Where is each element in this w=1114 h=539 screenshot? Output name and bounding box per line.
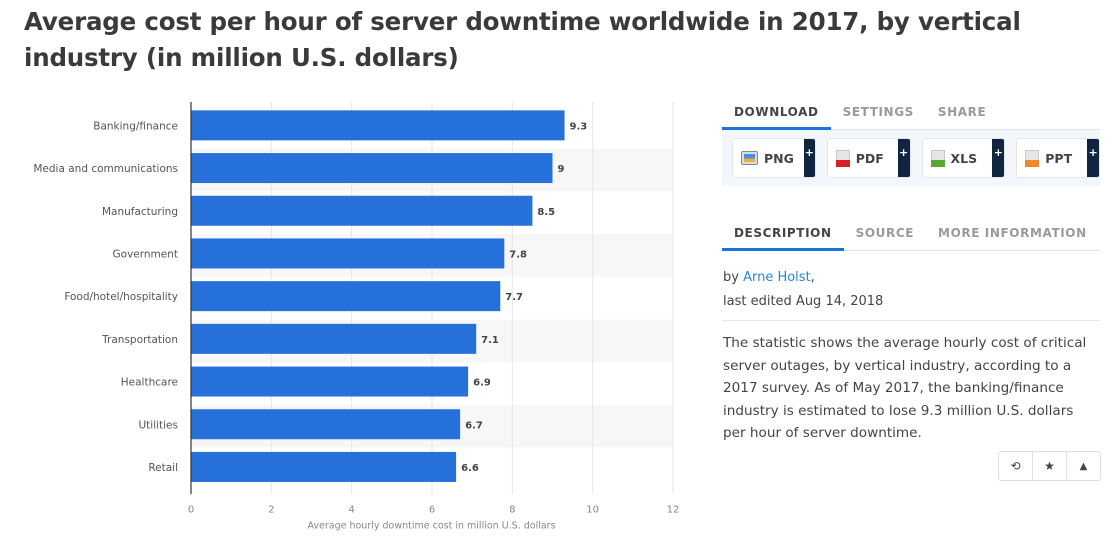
author-prefix: by [723,270,744,285]
bar-value-label: 9.3 [570,121,588,132]
bar [191,110,565,141]
bar [191,281,501,312]
x-tick-label: 0 [188,504,194,515]
tab-download[interactable]: DOWNLOAD [722,96,831,130]
description-text: The statistic shows the average hourly c… [723,335,1087,441]
category-label: Banking/finance [93,120,178,132]
history-icon: ⟲ [1010,459,1021,473]
history-button[interactable]: ⟲ [999,452,1032,480]
category-label: Media and communications [33,163,178,175]
download-png-button[interactable]: PNG + [732,138,816,178]
tab-description[interactable]: DESCRIPTION [722,217,844,251]
bar-value-label: 7.7 [505,292,523,303]
bar-value-label: 6.7 [465,420,483,431]
x-tick-label: 10 [586,504,599,515]
author-info: by Arne Holst, last edited Aug 14, 2018 [723,266,883,314]
pdf-plus-button[interactable]: + [897,139,910,177]
bar [191,153,553,184]
bar-value-label: 9 [558,164,565,175]
category-label: Utilities [138,419,178,431]
download-xls-label: XLS [950,150,978,166]
category-label: Food/hotel/hospitality [64,291,178,303]
category-label: Government [113,248,178,260]
png-file-icon [741,151,758,165]
divider [722,320,1100,321]
action-buttons: ⟲ ★ ▲ [998,451,1101,481]
tab-share[interactable]: SHARE [937,105,987,119]
bar-value-label: 7.8 [509,249,527,260]
download-xls-button[interactable]: XLS + [921,138,1006,178]
xls-file-icon [930,149,945,167]
category-label: Transportation [101,334,178,346]
bar-value-label: 6.6 [461,463,479,474]
bar-value-label: 7.1 [481,335,499,346]
chart-title: Average cost per hour of server downtime… [24,7,1021,72]
ppt-file-icon [1025,149,1040,167]
bar [191,409,461,440]
x-tick-label: 12 [667,504,680,515]
download-ppt-label: PPT [1045,150,1073,166]
download-tabs: DOWNLOAD SETTINGS SHARE [722,96,1100,130]
info-panel: DESCRIPTION SOURCE MORE INFORMATION [722,217,1100,251]
bar [191,366,469,397]
bar-value-label: 8.5 [537,207,555,218]
author-link[interactable]: Arne Holst [743,270,811,285]
download-pdf-label: PDF [855,150,884,166]
bar [191,323,477,354]
category-label: Retail [148,462,178,474]
last-edited: last edited Aug 14, 2018 [723,294,884,309]
x-tick-label: 4 [348,504,354,515]
x-tick-label: 6 [429,504,435,515]
xls-plus-button[interactable]: + [992,139,1005,177]
author-suffix: , [810,270,815,285]
tab-source[interactable]: SOURCE [855,226,915,240]
notification-button[interactable]: ▲ [1066,452,1100,480]
category-label: Manufacturing [102,206,178,218]
download-pdf-button[interactable]: PDF + [826,138,911,178]
tab-more-information[interactable]: MORE INFORMATION [938,226,1087,240]
bar-chart: Banking/finance Media and communications M… [33,102,680,531]
ppt-plus-button[interactable]: + [1087,139,1099,177]
info-tabs: DESCRIPTION SOURCE MORE INFORMATION [722,217,1100,251]
pdf-file-icon [835,149,850,167]
category-label: Healthcare [121,377,178,389]
star-icon: ★ [1044,459,1055,473]
tab-settings[interactable]: SETTINGS [842,105,914,119]
bell-icon: ▲ [1079,460,1088,472]
download-png-label: PNG [764,150,794,166]
favorite-button[interactable]: ★ [1032,452,1066,480]
bar [191,451,457,482]
png-plus-button[interactable]: + [803,139,815,177]
bar [191,195,533,226]
x-axis-title: Average hourly downtime cost in million … [307,520,555,531]
download-ppt-button[interactable]: PPT + [1016,138,1100,178]
download-options: PNG + PDF + XLS + PPT + [722,130,1100,186]
bar-value-label: 6.9 [473,378,491,389]
x-tick-label: 8 [509,504,515,515]
bar [191,238,505,269]
x-tick-label: 2 [268,504,274,515]
download-panel: DOWNLOAD SETTINGS SHARE PNG + PDF + XLS … [722,96,1100,186]
